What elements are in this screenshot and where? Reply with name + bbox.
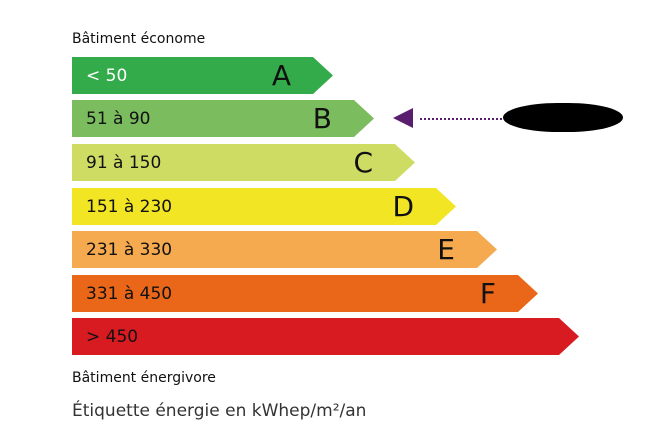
class-range: 231 à 330: [86, 239, 173, 260]
class-letter: B: [312, 101, 332, 135]
energy-class-g: > 450: [72, 318, 579, 355]
energy-class-c: 91 à 150 C: [72, 144, 415, 181]
class-letter: E: [437, 232, 455, 266]
class-range: 51 à 90: [86, 108, 151, 129]
energy-class-a: < 50 A: [72, 57, 333, 94]
top-caption: Bâtiment économe: [72, 31, 206, 47]
energy-class-d: 151 à 230 D: [72, 188, 456, 225]
class-letter: F: [479, 276, 496, 310]
class-letter: A: [271, 58, 291, 92]
class-range: > 450: [86, 326, 139, 347]
class-range: 151 à 230: [86, 196, 173, 217]
energy-class-b: 51 à 90 B: [72, 100, 374, 137]
class-range: < 50: [86, 65, 128, 86]
indicator-dotted-line: [420, 118, 502, 120]
redacted-value: [503, 103, 623, 132]
energy-class-e: 231 à 330 E: [72, 231, 497, 268]
footer-unit: Étiquette énergie en kWhep/m²/an: [72, 401, 367, 421]
bottom-caption: Bâtiment énergivore: [72, 370, 216, 386]
class-range: 331 à 450: [86, 283, 173, 304]
energy-class-f: 331 à 450 F: [72, 275, 538, 312]
class-range: 91 à 150: [86, 152, 162, 173]
class-letter: D: [392, 189, 414, 223]
indicator-arrow-icon: [393, 108, 413, 128]
class-letter: C: [353, 145, 373, 179]
